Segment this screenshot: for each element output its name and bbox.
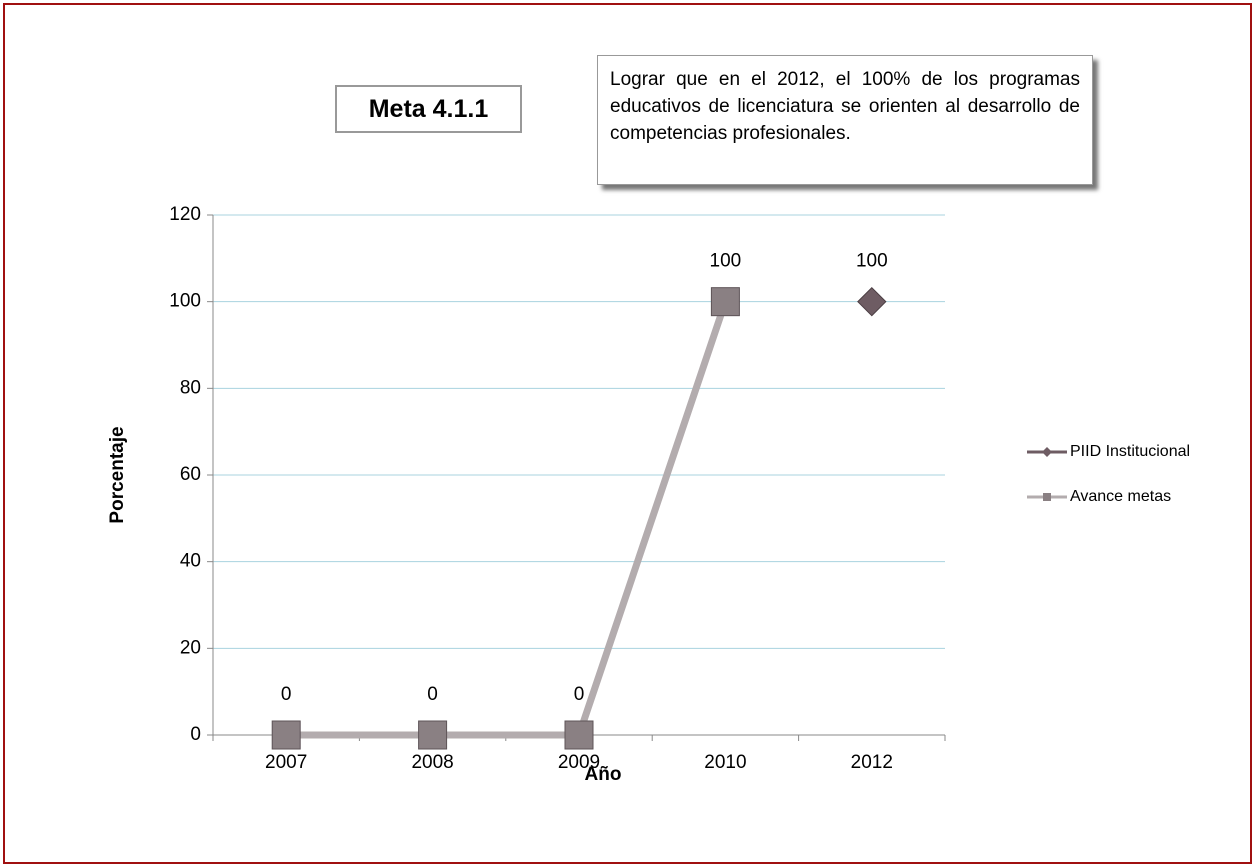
data-label: 0 [281, 684, 292, 705]
x-tick-label: 2008 [411, 752, 453, 773]
legend-label: Avance metas [1070, 488, 1171, 505]
marker [564, 720, 594, 750]
annotation: Lograr que en el 2012, el 100% de los pr… [597, 55, 1093, 185]
x-tick-label: 2012 [851, 752, 893, 773]
x-axis-label: Año [585, 764, 622, 785]
y-tick-label: 60 [180, 464, 201, 485]
chart-title: Meta 4.1.1 [335, 85, 522, 133]
marker [271, 720, 301, 750]
legend-marker [1042, 447, 1052, 457]
y-tick-label: 40 [180, 551, 201, 572]
series-line [286, 300, 729, 739]
legend-label: PIID Institucional [1070, 443, 1190, 460]
y-tick-label: 120 [169, 204, 201, 225]
y-axis-label: Porcentaje [107, 426, 128, 523]
x-tick-label: 2010 [704, 752, 746, 773]
marker [710, 287, 740, 317]
data-label: 0 [574, 684, 585, 705]
legend-marker [1043, 493, 1051, 501]
x-tick-label: 2007 [265, 752, 307, 773]
y-tick-label: 80 [180, 377, 201, 398]
y-tick-label: 100 [169, 291, 201, 312]
y-tick-label: 0 [190, 724, 201, 745]
y-tick-label: 20 [180, 637, 201, 658]
marker [418, 720, 448, 750]
frame [3, 3, 1252, 864]
data-label: 100 [710, 251, 742, 272]
x-tick-label: 2009 [558, 752, 600, 773]
data-label: 100 [856, 251, 888, 272]
data-label: 0 [427, 684, 438, 705]
marker [857, 286, 887, 317]
